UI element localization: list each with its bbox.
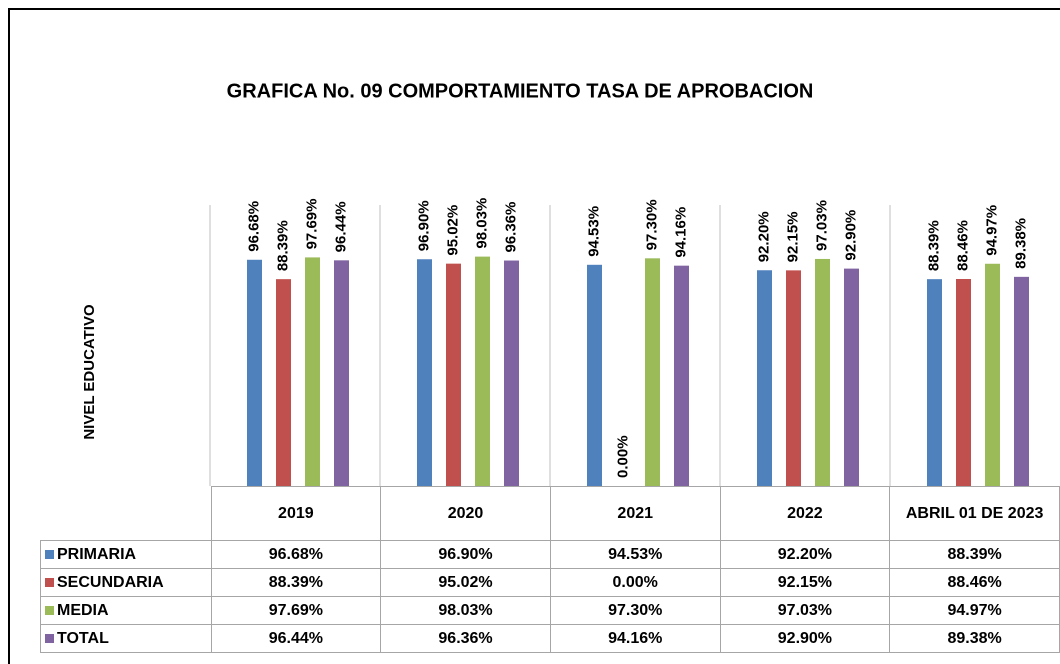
y-axis-label: NIVEL EDUCATIVO	[81, 304, 98, 440]
value-label: 96.36%	[502, 202, 519, 253]
table-header-row: 2019 2020 2021 2022 ABRIL 01 DE 2023	[40, 486, 1060, 541]
value-label: 96.90%	[415, 200, 432, 251]
bar	[645, 258, 660, 486]
bar	[446, 263, 461, 486]
legend-swatch	[45, 577, 54, 587]
table-value: 97.03%	[719, 596, 891, 625]
legend-entry: PRIMARIA	[40, 540, 212, 569]
table-value: 96.90%	[380, 540, 551, 569]
bar	[334, 260, 349, 486]
category-label: ABRIL 01 DE 2023	[889, 486, 1060, 541]
table-value: 98.03%	[380, 596, 551, 625]
bar	[417, 259, 432, 486]
category-label: 2019	[210, 486, 382, 541]
table-value: 88.39%	[210, 568, 382, 597]
frame	[8, 8, 1060, 664]
bar	[956, 279, 971, 486]
value-label: 96.44%	[332, 201, 349, 252]
table-value: 88.39%	[889, 540, 1060, 569]
value-label: 94.97%	[983, 205, 1000, 256]
value-label: 0.00%	[614, 435, 631, 478]
value-label: 97.69%	[303, 199, 320, 250]
bar	[305, 257, 320, 486]
category-label: 2022	[719, 486, 891, 541]
value-label: 95.02%	[444, 205, 461, 256]
legend-label: MEDIA	[57, 601, 109, 619]
table-value: 94.97%	[889, 596, 1060, 625]
bar	[927, 279, 942, 486]
legend-swatch	[45, 549, 54, 559]
bar	[1014, 276, 1029, 486]
legend-label: TOTAL	[57, 629, 109, 647]
value-label: 94.16%	[672, 207, 689, 258]
table-row: SECUNDARIA 88.39% 95.02% 0.00% 92.15% 88.46%	[40, 568, 1060, 597]
table-value: 94.53%	[549, 540, 721, 569]
table-value: 96.44%	[210, 624, 382, 653]
bar	[587, 264, 602, 486]
legend-label: PRIMARIA	[57, 545, 137, 563]
table-value: 96.68%	[210, 540, 382, 569]
category-label: 2020	[380, 486, 551, 541]
bar	[757, 270, 772, 486]
value-label: 92.15%	[784, 211, 801, 262]
value-label: 98.03%	[473, 198, 490, 249]
value-label: 89.38%	[1012, 218, 1029, 269]
legend-entry: SECUNDARIA	[40, 568, 212, 597]
value-label: 97.30%	[643, 199, 660, 250]
table-value: 92.20%	[719, 540, 891, 569]
table-value: 97.69%	[210, 596, 382, 625]
table-value: 88.46%	[889, 568, 1060, 597]
legend-entry: MEDIA	[40, 596, 212, 625]
legend-entry: TOTAL	[40, 624, 212, 653]
table-row: PRIMARIA 96.68% 96.90% 94.53% 92.20% 88.39%	[40, 540, 1060, 569]
bar	[504, 260, 519, 486]
bar	[674, 265, 689, 486]
table-row: MEDIA 97.69% 98.03% 97.30% 97.03% 94.97%	[40, 596, 1060, 625]
bar	[815, 258, 830, 486]
legend-swatch	[45, 605, 54, 615]
table-value: 95.02%	[380, 568, 551, 597]
bar	[844, 268, 859, 486]
legend-label: SECUNDARIA	[57, 573, 164, 591]
bar	[786, 270, 801, 486]
value-label: 94.53%	[585, 206, 602, 257]
table-value: 92.15%	[719, 568, 891, 597]
table-value: 96.36%	[380, 624, 551, 653]
bar	[247, 259, 262, 486]
value-label: 88.39%	[925, 220, 942, 271]
table-value: 94.16%	[549, 624, 721, 653]
value-label: 92.20%	[755, 211, 772, 262]
category-label: 2021	[549, 486, 721, 541]
chart-title: GRAFICA No. 09 COMPORTAMIENTO TASA DE AP…	[227, 80, 814, 102]
table-value: 97.30%	[549, 596, 721, 625]
table-value: 92.90%	[719, 624, 891, 653]
value-label: 96.68%	[245, 201, 262, 252]
legend-swatch	[45, 633, 54, 643]
table-value: 0.00%	[549, 568, 721, 597]
value-label: 97.03%	[813, 200, 830, 251]
table-row: TOTAL 96.44% 96.36% 94.16% 92.90% 89.38%	[40, 624, 1060, 653]
value-label: 88.39%	[274, 220, 291, 271]
table-corner	[40, 486, 212, 541]
value-label: 92.90%	[842, 210, 859, 261]
bar	[985, 263, 1000, 486]
bar	[276, 279, 291, 486]
bar	[475, 256, 490, 486]
table-value: 89.38%	[889, 624, 1060, 653]
data-table: 2019 2020 2021 2022 ABRIL 01 DE 2023 PRIMARIA…	[40, 486, 1060, 653]
value-label: 88.46%	[954, 220, 971, 271]
